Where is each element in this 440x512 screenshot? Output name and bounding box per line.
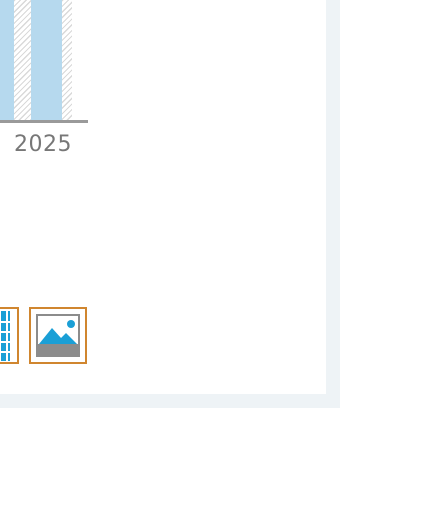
bar-left-partial xyxy=(0,0,14,120)
panel-right-border xyxy=(326,0,340,408)
table-view-button[interactable] xyxy=(0,307,19,364)
table-grid-icon xyxy=(0,311,10,361)
image-view-button[interactable] xyxy=(29,307,87,364)
bar-hatch-right xyxy=(62,0,72,120)
image-icon xyxy=(36,314,80,357)
panel-bottom-border xyxy=(0,394,340,408)
bar-hatch-gap xyxy=(14,0,31,120)
bar-chart: 2025 xyxy=(0,0,100,170)
bar-2025 xyxy=(31,0,62,120)
x-tick-label: 2025 xyxy=(14,132,72,157)
x-axis-line xyxy=(0,120,88,123)
